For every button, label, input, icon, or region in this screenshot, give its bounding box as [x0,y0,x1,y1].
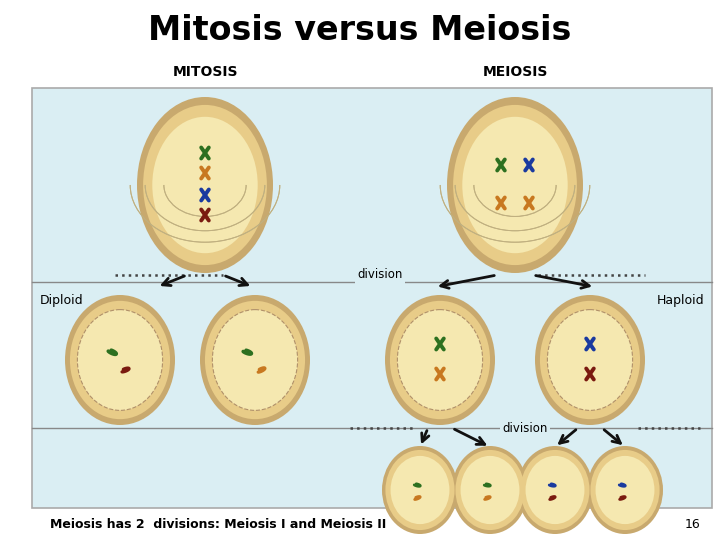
Ellipse shape [385,450,454,530]
Text: 16: 16 [684,518,700,531]
Ellipse shape [540,301,640,419]
Ellipse shape [452,446,528,534]
Ellipse shape [461,456,519,524]
Text: Diploid: Diploid [40,294,84,307]
Text: Meiosis has 2  divisions: Meiosis I and Meiosis II: Meiosis has 2 divisions: Meiosis I and M… [50,518,386,531]
Ellipse shape [453,105,577,265]
Ellipse shape [521,450,590,530]
Text: Haploid: Haploid [657,294,704,307]
Ellipse shape [547,309,633,410]
Ellipse shape [382,446,458,534]
Ellipse shape [462,117,567,253]
Ellipse shape [153,117,258,253]
Ellipse shape [390,301,490,419]
Ellipse shape [535,295,645,425]
Text: division: division [357,268,402,281]
Ellipse shape [390,456,449,524]
Ellipse shape [77,309,163,410]
Text: division: division [503,422,548,435]
Ellipse shape [200,295,310,425]
Ellipse shape [456,450,525,530]
Text: MITOSIS: MITOSIS [172,65,238,79]
Ellipse shape [517,446,593,534]
Ellipse shape [595,456,654,524]
Ellipse shape [212,309,297,410]
Ellipse shape [447,97,583,273]
Ellipse shape [587,446,663,534]
Ellipse shape [137,97,273,273]
Bar [32,88,712,508]
Ellipse shape [143,105,267,265]
Ellipse shape [65,295,175,425]
Ellipse shape [205,301,305,419]
Ellipse shape [590,450,660,530]
Ellipse shape [526,456,585,524]
Ellipse shape [385,295,495,425]
Ellipse shape [397,309,482,410]
Text: Mitosis versus Meiosis: Mitosis versus Meiosis [148,14,572,46]
Ellipse shape [70,301,170,419]
Text: MEIOSIS: MEIOSIS [482,65,548,79]
